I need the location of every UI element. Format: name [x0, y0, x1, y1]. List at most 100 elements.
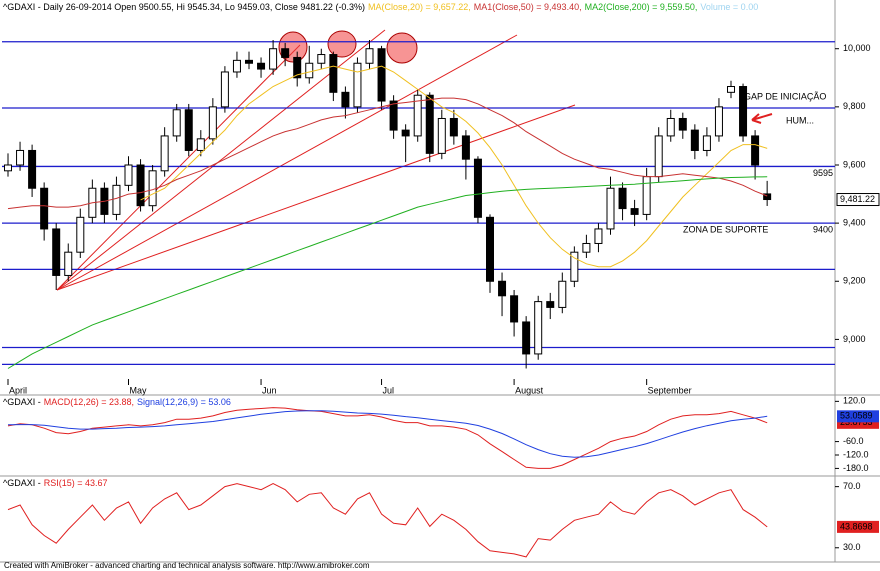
candle-body — [437, 117, 446, 154]
candle-body — [148, 170, 157, 207]
candle-body — [690, 129, 699, 151]
candle-body — [136, 164, 145, 207]
candle-body — [401, 129, 410, 137]
legend-entry: MA1(Close,50) = 9,493.40, — [474, 2, 582, 12]
annotation: GAP DE INICIAÇÃO — [744, 91, 826, 101]
candle-body — [727, 86, 735, 93]
candle-body — [245, 59, 253, 64]
series-line — [7, 407, 768, 469]
candle-body — [124, 164, 133, 186]
candle-body — [473, 158, 482, 218]
candle-body — [449, 117, 458, 137]
candle-body — [329, 54, 338, 93]
candle-body — [196, 138, 205, 151]
candle-body — [714, 106, 723, 137]
footer: Created with AmiBroker - advanced charti… — [4, 561, 370, 570]
candle-body — [184, 109, 193, 151]
candle-body — [642, 176, 651, 215]
last-value-box — [837, 520, 879, 533]
candle-body — [498, 280, 507, 297]
y-tick-label: -60.0 — [843, 436, 864, 446]
trend-lines — [56, 29, 576, 291]
candle-body — [353, 62, 362, 108]
x-tick-label: September — [648, 385, 692, 395]
y-tick-label: 9,200 — [843, 276, 866, 286]
candle-body — [739, 86, 748, 137]
top-circle — [386, 32, 418, 64]
candle-body — [52, 228, 61, 276]
candle-body — [305, 62, 314, 79]
candle-body — [425, 94, 434, 154]
series-line — [7, 176, 768, 369]
annotation: HUM... — [786, 115, 814, 125]
candle-body — [389, 100, 398, 131]
candle-body — [666, 117, 675, 137]
candle-body — [281, 48, 290, 58]
candle-body — [534, 301, 543, 355]
arrow — [751, 113, 773, 124]
last-value-label: 53.0589 — [840, 411, 873, 421]
trend-line — [56, 104, 576, 291]
legend-entry: MA(Close,20) = 9,657.22, — [368, 2, 471, 12]
last-price-box — [836, 193, 880, 207]
candle-body — [257, 62, 266, 70]
candle-body — [112, 184, 121, 215]
candle-body — [522, 321, 531, 355]
header-title: ^GDAXI - — [3, 478, 41, 488]
x-tick-label: Jul — [383, 385, 395, 395]
candle-body — [317, 54, 326, 64]
legend-entry: MA2(Close,200) = 9,559.50, — [585, 2, 698, 12]
y-tick-label: 10,000 — [843, 43, 871, 53]
legend-entry: Volume = 0.00 — [700, 2, 758, 12]
candle-body — [486, 216, 494, 282]
y-tick-label: 120.0 — [843, 396, 866, 406]
level-label: 9595 — [813, 168, 833, 178]
x-tick-label: May — [130, 385, 148, 395]
legend-entry: MACD(12,26) = 23.88, — [44, 397, 134, 407]
candle-body — [678, 117, 687, 131]
series-line — [7, 483, 768, 558]
candle-body — [64, 251, 73, 276]
candle-body — [413, 94, 422, 137]
candle-body — [40, 187, 49, 230]
candle-body — [763, 193, 772, 201]
y-tick-label: -120.0 — [843, 449, 869, 459]
header-title: ^GDAXI - — [3, 397, 41, 407]
candle-body — [630, 208, 639, 215]
series-line — [7, 97, 768, 210]
candle-body — [654, 135, 663, 178]
y-tick-label: 70.0 — [843, 481, 861, 491]
candle-body — [232, 59, 241, 73]
y-tick-label: 9,600 — [843, 159, 866, 169]
candle-body — [269, 48, 278, 70]
x-tick-label: April — [9, 385, 27, 395]
candle-body — [558, 280, 567, 308]
candle-body — [160, 135, 169, 172]
pane-header: ^GDAXI - Daily 26-09-2014 Open 9500.55, … — [3, 2, 758, 12]
x-tick-label: Jun — [262, 385, 277, 395]
candle-body — [220, 71, 229, 108]
legend-entry: Signal(12,26,9) = 53.06 — [137, 397, 231, 407]
candle-body — [208, 106, 217, 140]
pane-header: ^GDAXI - MACD(12,26) = 23.88, Signal(12,26… — [3, 397, 231, 407]
trend-line — [56, 34, 518, 291]
candle-body — [461, 135, 470, 160]
candle-body — [606, 187, 615, 230]
y-tick-label: 9,000 — [843, 334, 866, 344]
last-value-box — [837, 410, 879, 423]
candle-body — [293, 56, 302, 79]
top-circle — [327, 30, 357, 58]
y-tick-label: 9,800 — [843, 101, 866, 111]
series-line — [7, 410, 768, 458]
header-title: ^GDAXI - Daily 26-09-2014 Open 9500.55, … — [3, 2, 365, 12]
candle-body — [546, 301, 555, 308]
candle-body — [172, 109, 181, 137]
candle-body — [365, 48, 374, 64]
candle-body — [594, 228, 603, 244]
series-line — [140, 65, 768, 268]
level-label: 9400 — [813, 225, 833, 235]
candle-body — [76, 216, 85, 253]
candle-body — [4, 164, 12, 172]
annotation: ZONA DE SUPORTE — [683, 224, 768, 234]
